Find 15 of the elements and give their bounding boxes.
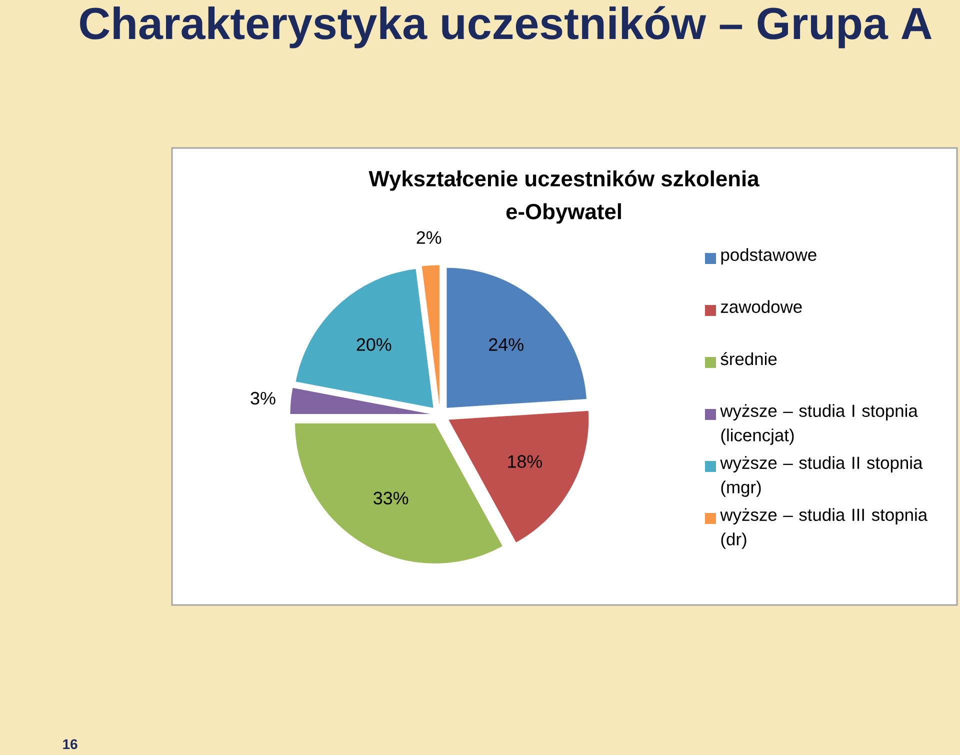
data-label: 33% (374, 492, 408, 504)
chart-subtitle: Wykształcenie uczestników szkolenia e-Obywatel (368, 170, 760, 224)
data-label: 2% (416, 231, 442, 244)
legend-label: wyższe – studia I stopnia (licencjat) (720, 404, 918, 445)
data-label: 20% (356, 338, 392, 351)
legend-label: wyższe – studia II stopnia (mgr) (720, 456, 923, 497)
legend-label: podstawowe (721, 248, 816, 264)
legend-label: zawodowe (720, 300, 802, 313)
chart-title: Charakterystyka uczestników – Grupa A (80, 6, 932, 48)
legend-label: średnie (720, 352, 777, 366)
data-label: 24% (489, 338, 524, 351)
legend-label: wyższe – studia III stopnia (dr) (720, 508, 928, 549)
text: 16 (63, 739, 78, 750)
data-label: 3% (250, 392, 276, 405)
data-label: 18% (508, 455, 542, 468)
